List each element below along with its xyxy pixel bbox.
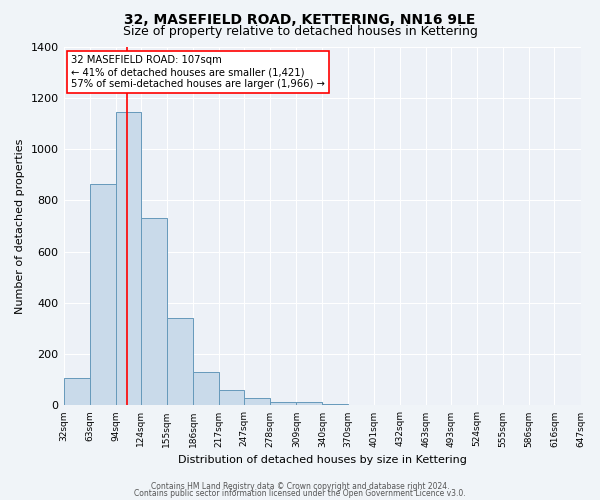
Bar [296,402,322,406]
Bar [219,390,244,406]
X-axis label: Distribution of detached houses by size in Kettering: Distribution of detached houses by size … [178,455,466,465]
Bar [64,378,89,406]
Text: 32, MASEFIELD ROAD, KETTERING, NN16 9LE: 32, MASEFIELD ROAD, KETTERING, NN16 9LE [124,12,476,26]
Bar [116,112,141,406]
Bar [89,184,116,406]
Bar [271,402,296,406]
Text: Contains public sector information licensed under the Open Government Licence v3: Contains public sector information licen… [134,489,466,498]
Bar [244,398,271,406]
Y-axis label: Number of detached properties: Number of detached properties [15,138,25,314]
Bar [167,318,193,406]
Bar [322,404,347,406]
Text: Size of property relative to detached houses in Kettering: Size of property relative to detached ho… [122,25,478,38]
Text: Contains HM Land Registry data © Crown copyright and database right 2024.: Contains HM Land Registry data © Crown c… [151,482,449,491]
Bar [193,372,219,406]
Bar [141,218,167,406]
Text: 32 MASEFIELD ROAD: 107sqm
← 41% of detached houses are smaller (1,421)
57% of se: 32 MASEFIELD ROAD: 107sqm ← 41% of detac… [71,56,325,88]
